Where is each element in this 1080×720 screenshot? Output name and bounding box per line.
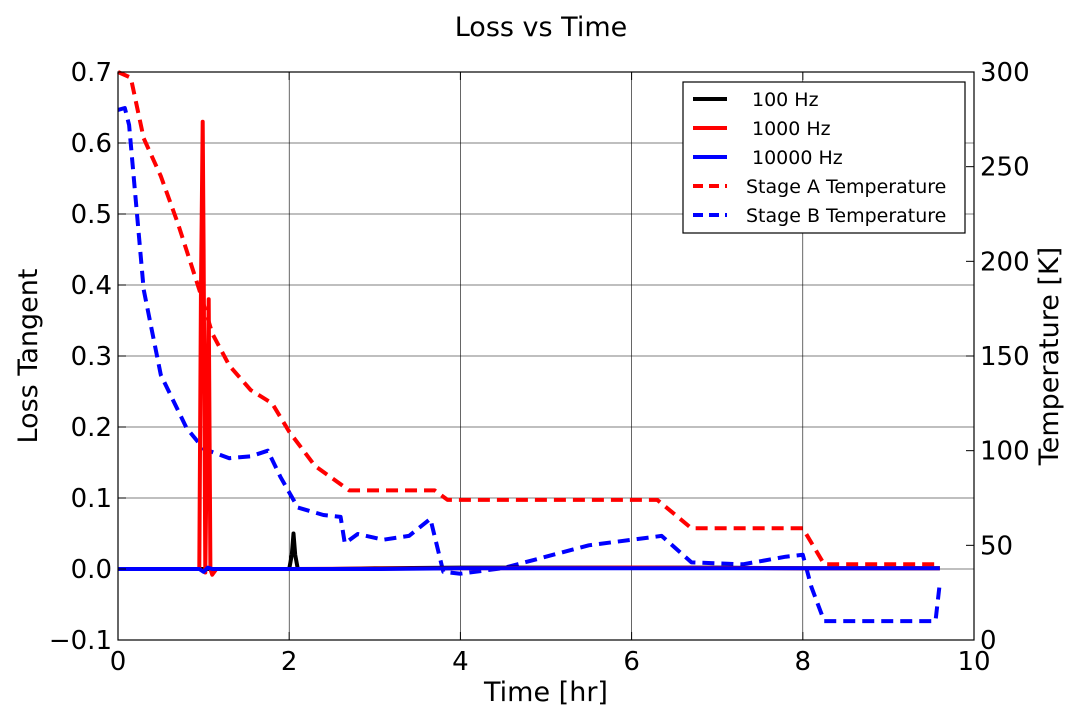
x-tick-label: 8 [795,647,812,677]
legend-label: 10000 Hz [752,147,843,169]
y2-tick-label: 100 [980,437,1030,467]
y-tick-label: 0.6 [71,129,112,159]
legend-label: 1000 Hz [752,118,831,140]
y-tick-label: −0.1 [49,626,112,656]
legend-box [682,81,966,234]
y-tick-label: 0.2 [71,413,112,443]
series-layer [117,70,942,624]
series-line-stage-a-temperature [117,70,940,567]
legend-label: 100 Hz [752,89,819,111]
y-tick-label: 0.1 [71,484,112,514]
legend: 100 Hz 1000 Hz 10000 Hz Stage A Temperature… [682,81,966,234]
y2-tick-label: 300 [980,58,1030,88]
legend-label: Stage B Temperature [746,205,946,227]
y-axis-label: Loss Tangent [13,269,44,444]
x-tick-label: 0 [110,647,127,677]
chart-title: Loss vs Time [455,12,628,43]
x-tick-label: 2 [281,647,298,677]
series-line-10000-hz [118,565,940,574]
series-line-stage-b-temperature [117,106,942,624]
y-tick-label: 0.0 [71,555,112,585]
x-tick-label: 4 [452,647,469,677]
x-tick-label: 10 [957,647,990,677]
y2-tick-label: 200 [980,247,1030,277]
y2-tick-label: 50 [980,531,1013,561]
y2-tick-label: 0 [980,626,997,656]
legend-label: Stage A Temperature [746,176,946,198]
y-tick-label: 0.3 [71,342,112,372]
x-axis-label: Time [hr] [483,677,608,708]
y-tick-label: 0.5 [71,200,112,230]
y-tick-label: 0.4 [71,271,112,301]
y2-tick-label: 150 [980,342,1030,372]
y-tick-label: 0.7 [71,58,112,88]
y2-axis-label: Temperature [K] [1034,247,1065,466]
tick-layer: 0 2 4 6 8 10 −0.1 0.0 0.1 0.2 0.3 0.4 0.5 0.6 0.7 0 50 10… [49,58,1030,677]
x-tick-label: 6 [623,647,640,677]
y2-tick-label: 250 [980,153,1030,183]
